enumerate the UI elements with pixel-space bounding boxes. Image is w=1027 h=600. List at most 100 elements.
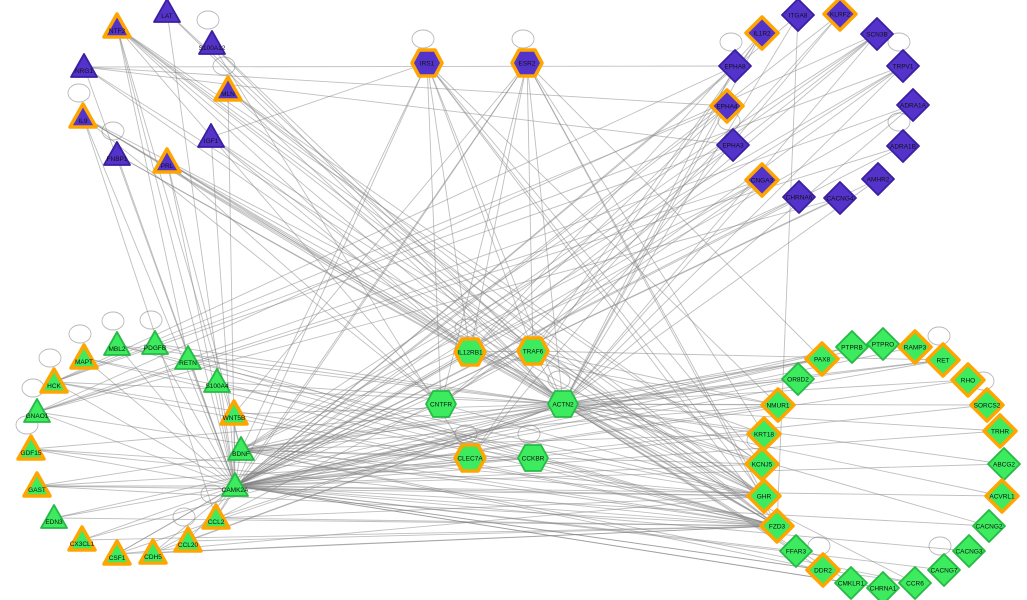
node-GDF15[interactable]: GDF15 [16,434,46,461]
node-PDGFB[interactable]: PDGFB [141,330,169,355]
diamond-shape [746,478,782,514]
node-S100A12[interactable]: S100A12 [198,30,226,55]
edge-FZD3-MBL2 [116,344,778,527]
edge-CAMK2A-MAPT [83,357,236,487]
node-CNTFR[interactable]: CNTFR [425,390,457,418]
edge-GHR-GDF15 [30,448,765,497]
node-KLRF2[interactable]: KLRF2 [822,0,858,32]
edge-FZD3-WNT5B [233,413,778,527]
node-GNAO1[interactable]: GNAO1 [23,398,51,423]
edge-CAMK2A-EDN3 [53,485,236,519]
diamond-shape [760,387,796,423]
edge-CAMK2A-CACNG7 [234,485,945,571]
node-RHO[interactable]: RHO [950,362,986,398]
node-NTF3[interactable]: NTF3 [102,12,132,39]
node-RAMP3[interactable]: RAMP3 [897,329,933,365]
node-PRL[interactable]: PRL [152,147,182,174]
edge-CAMK2A-GHR [234,485,765,497]
node-CLEC7A[interactable]: CLEC7A [453,443,487,473]
triangle-shape [39,367,69,394]
node-ACVRL1[interactable]: ACVRL1 [984,478,1020,514]
node-MLN[interactable]: MLN [213,75,243,102]
edge-ACTN2-ABCG2 [562,403,1005,465]
diamond-shape [835,330,869,364]
node-OR8D2[interactable]: OR8D2 [781,362,815,396]
node-FZD3[interactable]: FZD3 [759,508,795,544]
edge-TRPV1-HCK [53,65,904,383]
node-CMKLR1[interactable]: CMKLR1 [834,566,868,600]
node-IGF1[interactable]: IGF1 [197,123,225,148]
edge-TRAF6-NMUR1 [532,350,779,406]
node-HCK[interactable]: HCK [39,367,69,394]
hexagon-shape [516,336,550,366]
edge-CAMK2A-PDGFB [154,343,236,487]
node-CSF1[interactable]: CSF1 [102,539,132,566]
node-IL9[interactable]: IL9 [68,102,98,129]
node-KCNJ5[interactable]: KCNJ5 [744,446,780,482]
node-PTPRO[interactable]: PTPRO [866,327,900,361]
edge-FZD3-GAST [36,485,778,527]
edge-NRG1-EPHA4 [83,66,728,107]
node-CHRNA1[interactable]: CHRNA1 [866,571,900,600]
edge-ESR2-PAX8 [526,62,823,360]
edge-CNGA3-CNTFR [440,179,763,405]
node-CACNG2[interactable]: CACNG2 [972,509,1006,543]
edge-ACTN2-FZD3 [562,403,778,527]
node-FNBP1[interactable]: FNBP1 [103,141,131,166]
edge-IL1R2-TRAF6 [532,32,763,352]
edge-ACTN2-DDR2 [562,403,824,571]
node-LAT[interactable]: LAT [153,0,181,23]
node-MAPT[interactable]: MAPT [69,343,99,370]
triangle-shape [197,123,225,148]
node-IRS1[interactable]: IRS1 [410,48,444,78]
triangle-shape [16,434,46,461]
diamond-shape [866,327,900,361]
node-MBL2[interactable]: MBL2 [103,331,131,356]
edge-CNGA3-ACTN2 [562,179,763,405]
edge-FZD3-GNAO1 [36,411,778,527]
self-loop [172,507,196,527]
node-KRT18[interactable]: KRT18 [746,416,782,452]
node-CCR6[interactable]: CCR6 [898,566,932,600]
node-ADRA1B[interactable]: ADRA1B [886,129,920,163]
edge-LAT-TRAF6 [166,11,534,352]
node-ESR2[interactable]: ESR2 [510,48,544,78]
diamond-shape [716,128,750,162]
diamond-shape [779,534,813,568]
node-CACNG4[interactable]: CACNG4 [823,181,857,215]
edge-layer [30,11,1005,589]
node-ADRA1A[interactable]: ADRA1A [896,88,930,122]
node-AMHR2[interactable]: AMHR2 [861,162,895,196]
node-CHRNA6[interactable]: CHRNA6 [782,180,816,214]
node-CCKBR[interactable]: CCKBR [517,444,549,472]
node-CNGA3[interactable]: CNGA3 [744,162,780,198]
hexagon-shape [425,390,457,418]
node-CX3CL1[interactable]: CX3CL1 [67,525,97,552]
node-RET[interactable]: RET [925,342,961,378]
node-IL1R2[interactable]: IL1R2 [744,15,780,51]
diamond-shape [746,416,782,452]
node-CACNG3[interactable]: CACNG3 [952,534,986,568]
triangle-shape [198,30,226,55]
edge-GHR-BDNF [240,449,765,497]
node-ABCG2[interactable]: ABCG2 [987,447,1021,481]
self-loop [928,536,952,556]
node-ITGA8[interactable]: ITGA8 [781,0,815,32]
hexagon-shape [517,444,549,472]
node-IL12RB1[interactable]: IL12RB1 [453,337,487,367]
edge-S100A12-ACTN2 [211,43,564,405]
edge-ACTN2-EDN3 [53,403,564,519]
edge-GHR-GAST [36,485,765,497]
edge-CAMK2A-CHRNA1 [234,485,884,589]
edge-TRPV1-ACTN2 [562,65,904,405]
node-TRAF6[interactable]: TRAF6 [516,336,550,366]
node-CACNG7[interactable]: CACNG7 [927,553,961,587]
node-ACTN2[interactable]: ACTN2 [547,390,579,418]
self-loop [21,378,45,398]
triangle-shape [219,399,249,426]
diamond-shape [744,446,780,482]
node-NRG1[interactable]: NRG1 [70,53,98,78]
triangle-shape [201,503,231,530]
